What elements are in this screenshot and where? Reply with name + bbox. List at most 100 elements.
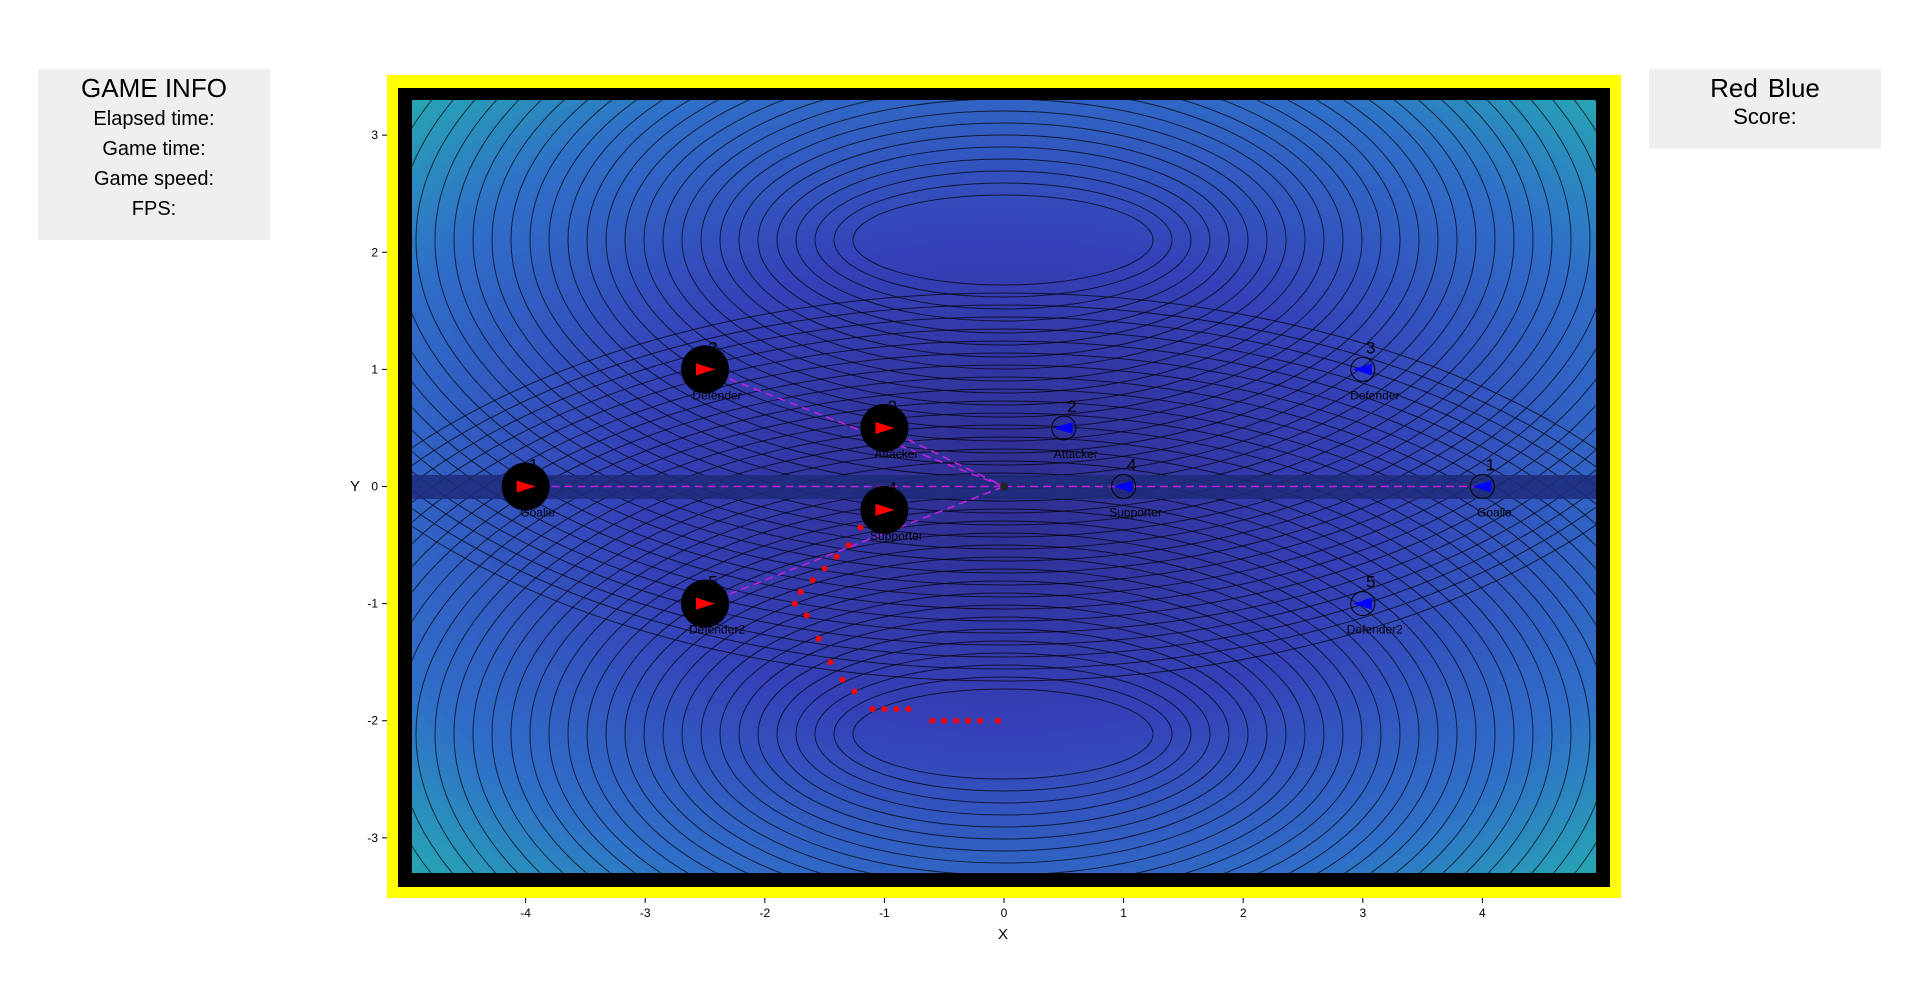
contour [412, 427, 1596, 622]
player-number: 5 [1366, 573, 1375, 592]
contour [412, 328, 1596, 506]
contour [719, 604, 1287, 864]
y-tick-label: 1 [371, 362, 378, 376]
contour [412, 100, 1596, 586]
player [513, 474, 539, 499]
trajectory-point [797, 588, 804, 595]
contour [700, 592, 1306, 873]
team-name: Red [1710, 73, 1758, 103]
x-tick-label: 3 [1359, 906, 1366, 920]
trajectory-point [851, 688, 858, 695]
overlay: 1Goalie3Defender2Attacker4Supporter5Defe… [501, 338, 1512, 724]
contour [586, 100, 1420, 454]
player-heading [1352, 597, 1372, 610]
contour [510, 472, 1496, 873]
trajectory-point [869, 706, 876, 713]
y-tick-label: -1 [367, 597, 378, 611]
player-role: Supporter [870, 529, 923, 543]
player [1051, 415, 1077, 441]
x-axis-label: X [998, 926, 1008, 943]
contour [662, 100, 1344, 406]
player-heading [696, 597, 716, 610]
contour [624, 544, 1382, 873]
contour [586, 520, 1420, 873]
trajectory-point [857, 524, 864, 531]
trajectory-point [845, 542, 852, 549]
contour [795, 652, 1211, 816]
player-number: 3 [1366, 338, 1375, 357]
contour [412, 316, 1596, 486]
x-tick-label: 1 [1120, 906, 1127, 920]
player-heading [1472, 480, 1492, 493]
y-tick-label: -3 [367, 831, 378, 845]
player [692, 591, 718, 617]
contour [412, 100, 1596, 598]
player-role: Goalie [520, 506, 555, 520]
contour [412, 506, 1596, 670]
y-tick-label: 3 [371, 128, 378, 142]
contour [567, 100, 1439, 466]
player-heading [1352, 363, 1372, 376]
contour [415, 100, 1591, 562]
contour [605, 532, 1401, 873]
contour [453, 436, 1553, 873]
contour [415, 412, 1591, 873]
player-role: Supporter [1109, 506, 1162, 520]
trajectory-point [941, 717, 948, 724]
player-role: Attacker [874, 447, 918, 461]
contour [412, 292, 1596, 450]
score-label: Score: [1733, 104, 1797, 129]
contour [434, 100, 1572, 550]
player-number: 3 [708, 338, 717, 357]
player-number: 2 [888, 397, 897, 416]
player [871, 497, 897, 523]
contour [412, 364, 1596, 570]
contour [491, 460, 1515, 873]
contour [412, 400, 1596, 873]
contour [412, 524, 1596, 682]
contour [412, 352, 1596, 547]
player [1469, 474, 1495, 499]
contour [412, 100, 1596, 574]
contours [412, 100, 1596, 873]
info-line: FPS: [131, 198, 177, 220]
player-heading [696, 363, 716, 376]
contour [795, 158, 1211, 322]
trajectory-point [827, 659, 834, 666]
contour [412, 376, 1596, 873]
player-number: 1 [529, 456, 538, 475]
x-tick-label: -2 [759, 906, 770, 920]
contour [510, 100, 1496, 502]
contour [567, 508, 1439, 873]
contour [681, 100, 1325, 394]
player-number: 5 [708, 573, 717, 592]
x-tick-label: -4 [520, 906, 531, 920]
info-line: Game time: [102, 138, 206, 160]
ball [1000, 482, 1008, 491]
aim-line [704, 485, 1005, 605]
contour [738, 122, 1268, 358]
info-line: Elapsed time: [93, 108, 215, 130]
player-number: 4 [1127, 456, 1136, 475]
x-tick-label: 0 [1001, 906, 1008, 920]
contour [472, 100, 1534, 526]
player-number: 1 [1486, 456, 1495, 475]
contour [412, 488, 1596, 658]
contour [412, 448, 1596, 634]
info-title: GAME INFO [81, 73, 227, 103]
x-tick-label: 2 [1240, 906, 1247, 920]
contour [412, 404, 1596, 610]
trajectory-point [809, 577, 816, 584]
player-heading [875, 503, 895, 516]
trajectory-point [839, 676, 846, 683]
player [1350, 356, 1376, 382]
info-panel: GAME INFO Elapsed time: Game time: Game … [38, 69, 270, 240]
player-role: Attacker [1054, 447, 1098, 461]
team-name: Blue [1767, 73, 1820, 103]
contour [605, 100, 1401, 442]
player [871, 415, 897, 441]
trajectory-point [815, 635, 822, 642]
